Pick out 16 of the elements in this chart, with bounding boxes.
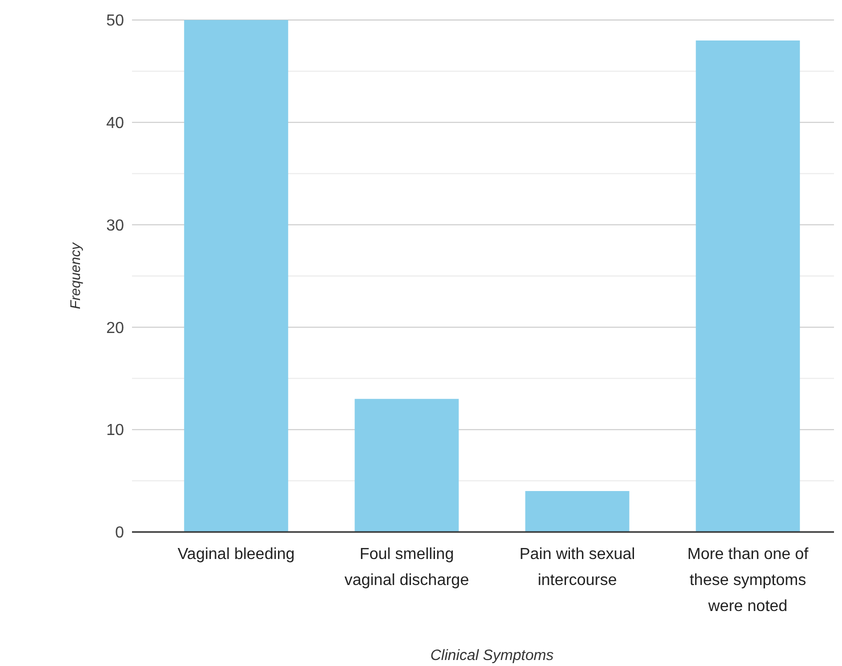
bar xyxy=(525,491,630,532)
bar xyxy=(184,20,288,532)
y-tick-label: 10 xyxy=(106,422,124,440)
x-tick-label: More than one of these symptoms were noted xyxy=(687,546,809,615)
bar xyxy=(696,40,800,532)
y-tick-label: 20 xyxy=(106,320,124,337)
y-tick-label: 40 xyxy=(106,115,124,132)
y-axis-title: Frequency xyxy=(67,242,83,310)
x-axis-title: Clinical Symptoms xyxy=(430,647,554,664)
bar xyxy=(354,398,459,532)
x-tick-label: Pain with sexual intercourse xyxy=(519,546,636,589)
y-tick-label: 0 xyxy=(115,524,124,542)
y-tick-label: 50 xyxy=(106,12,124,30)
x-tick-label: Vaginal bleeding xyxy=(178,546,295,563)
y-tick-label: 30 xyxy=(106,217,124,234)
x-tick-label: Foul smelling vaginal discharge xyxy=(344,546,470,589)
